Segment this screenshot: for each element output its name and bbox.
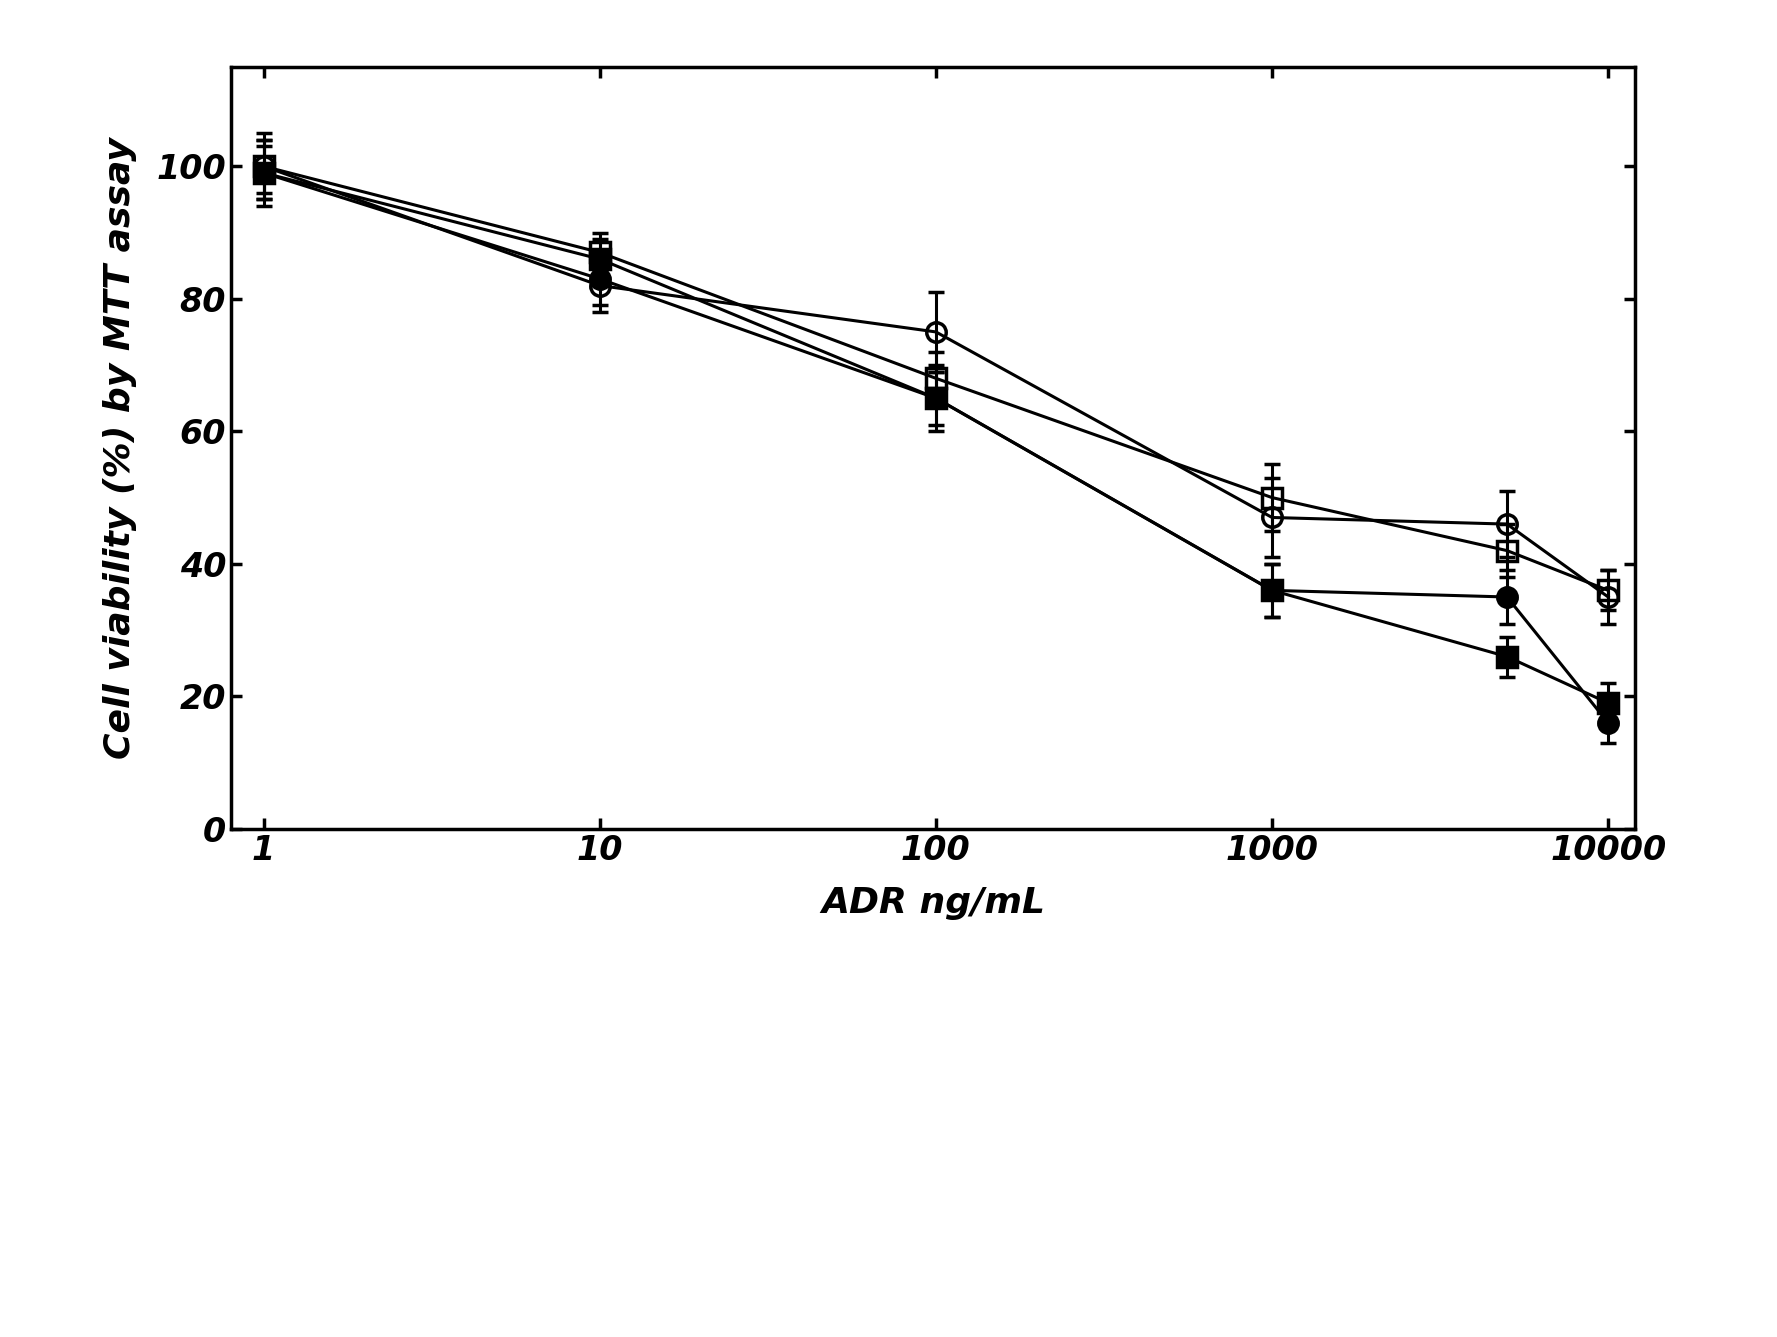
X-axis label: ADR ng/mL: ADR ng/mL xyxy=(821,886,1045,920)
Y-axis label: Cell viability (%) by MTT assay: Cell viability (%) by MTT assay xyxy=(103,136,137,759)
